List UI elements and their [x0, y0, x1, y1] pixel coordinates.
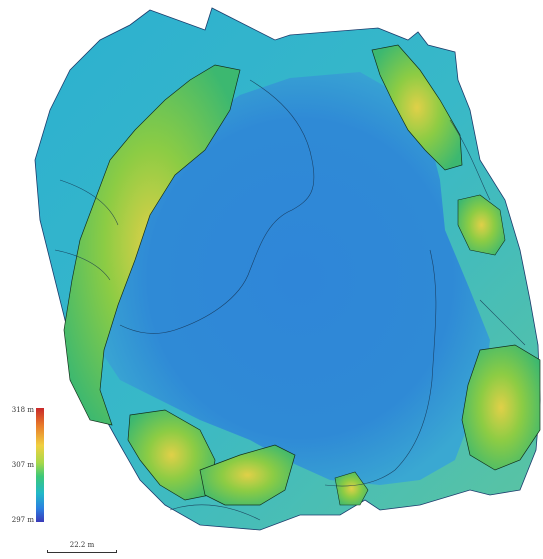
south-islet	[334, 471, 369, 506]
west-rock-ridge	[63, 64, 241, 426]
northeast-rock-ridge	[371, 44, 463, 171]
scale-bar: 22.2 m	[46, 541, 126, 557]
legend-min-label: 297 m	[11, 516, 34, 524]
east-rock-outcrop	[457, 194, 506, 256]
south-rock-ridge	[199, 444, 296, 506]
elevation-legend: 318 m 307 m 297 m	[2, 400, 62, 530]
southeast-rock-ridge	[461, 344, 541, 471]
scale-bar-label: 22.2 m	[69, 541, 95, 549]
contour-lines	[54, 79, 526, 521]
scale-bar-line	[47, 550, 117, 553]
legend-max-label: 318 m	[11, 406, 34, 414]
central-basin	[95, 72, 490, 485]
legend-mid-label: 307 m	[11, 461, 34, 469]
southwest-rock-ridge	[127, 409, 216, 501]
color-ramp	[36, 408, 44, 522]
